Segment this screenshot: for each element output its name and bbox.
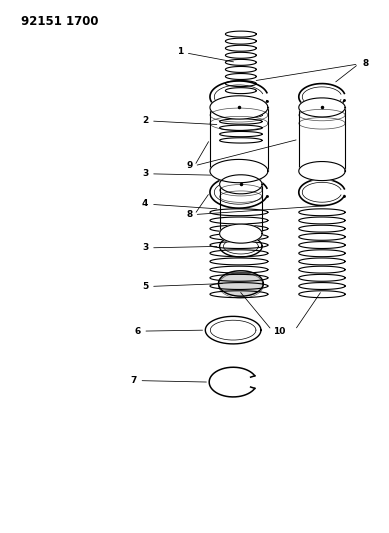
Polygon shape [220, 224, 262, 243]
Text: 7: 7 [130, 376, 207, 385]
Text: 5: 5 [142, 282, 223, 291]
Polygon shape [210, 159, 268, 183]
Polygon shape [220, 175, 262, 194]
Polygon shape [219, 271, 263, 296]
Text: 3: 3 [142, 169, 217, 178]
Text: 10: 10 [273, 327, 286, 336]
Text: 4: 4 [142, 199, 217, 209]
Polygon shape [210, 96, 268, 119]
Text: 3: 3 [142, 244, 217, 253]
Text: 1: 1 [177, 47, 233, 62]
Text: 9: 9 [186, 161, 193, 170]
Text: 8: 8 [186, 210, 193, 219]
Polygon shape [299, 98, 345, 117]
Text: 2: 2 [142, 116, 217, 125]
Text: 6: 6 [134, 327, 203, 336]
Polygon shape [299, 161, 345, 181]
Text: 8: 8 [363, 60, 369, 68]
Text: 92151 1700: 92151 1700 [21, 14, 98, 28]
